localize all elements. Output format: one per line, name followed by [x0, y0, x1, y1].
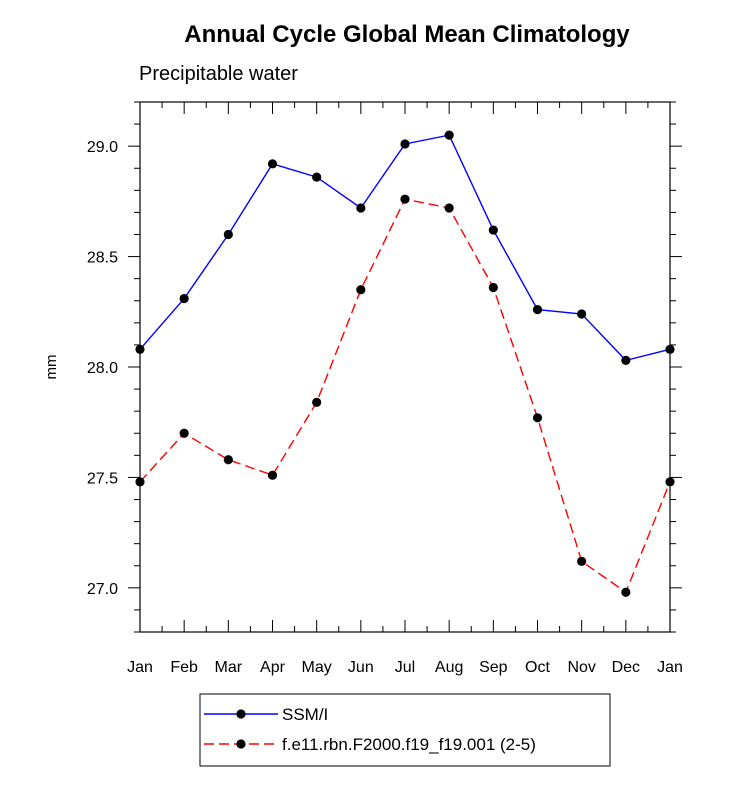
axis-ticks: [128, 101, 682, 633]
data-point: [267, 159, 278, 169]
x-tick-label: Nov: [567, 659, 595, 676]
y-tick-label: 27.0: [87, 581, 118, 598]
legend-label: f.e11.rbn.F2000.f19_f19.001 (2-5): [282, 735, 536, 754]
data-point: [444, 203, 454, 213]
data-point: [577, 556, 587, 566]
data-point: [356, 203, 366, 213]
y-tick-label: 27.5: [87, 470, 118, 487]
data-point: [665, 477, 675, 487]
x-tick-label: May: [302, 659, 332, 676]
x-tick-label: Oct: [525, 659, 550, 676]
data-point: [135, 477, 145, 487]
data-point: [488, 225, 498, 235]
data-point: [621, 587, 631, 597]
data-point: [356, 285, 366, 295]
series-group: [135, 130, 675, 597]
legend-box: [199, 693, 611, 767]
data-point: [532, 304, 543, 315]
legend-marker: [236, 709, 246, 719]
x-tick-label: Jul: [395, 659, 415, 676]
x-tick-label: Feb: [170, 659, 198, 676]
data-point: [488, 282, 498, 293]
data-point: [312, 172, 322, 182]
legend-label: SSM/I: [282, 705, 328, 724]
data-point: [532, 413, 543, 423]
x-tick-label: Sep: [479, 659, 508, 676]
y-tick-label: 28.0: [87, 360, 118, 377]
data-point: [621, 355, 631, 365]
x-tick-label: Dec: [612, 659, 640, 676]
data-point: [400, 194, 410, 204]
data-point: [223, 455, 233, 465]
data-point: [135, 344, 145, 354]
chart-subtitle: Precipitable water: [139, 63, 298, 85]
data-point: [444, 130, 454, 140]
tick-labels: Jan Feb Mar Apr May Jun Jul Aug Sep Oct Nov Dec Jan 2…: [87, 139, 683, 676]
legend: SSM/I f.e11.rbn.F2000.f19_f19.001 (2-5): [199, 693, 611, 767]
data-point: [179, 293, 189, 304]
y-tick-label: 28.5: [87, 250, 118, 267]
data-point: [267, 470, 278, 480]
x-tick-label: Aug: [435, 659, 463, 676]
y-tick-label: 29.0: [87, 139, 118, 156]
data-point: [312, 397, 322, 407]
chart-title: Annual Cycle Global Mean Climatology: [184, 21, 630, 48]
legend-marker: [236, 739, 246, 749]
data-point: [577, 309, 587, 319]
x-tick-label: Mar: [215, 659, 243, 676]
plot-frame: [139, 101, 671, 633]
data-point: [400, 139, 410, 149]
data-point: [665, 344, 675, 354]
x-tick-label: Jan: [127, 659, 153, 676]
y-axis-label: mm: [43, 355, 60, 380]
series-line-2: [139, 198, 671, 594]
x-tick-label: Apr: [260, 659, 286, 676]
data-point: [179, 428, 189, 438]
x-tick-label: Jun: [348, 659, 374, 676]
legend-items: SSM/I f.e11.rbn.F2000.f19_f19.001 (2-5): [204, 705, 536, 754]
series-line-1: [139, 134, 671, 362]
data-point: [223, 229, 233, 240]
x-tick-label: Jan: [657, 659, 683, 676]
